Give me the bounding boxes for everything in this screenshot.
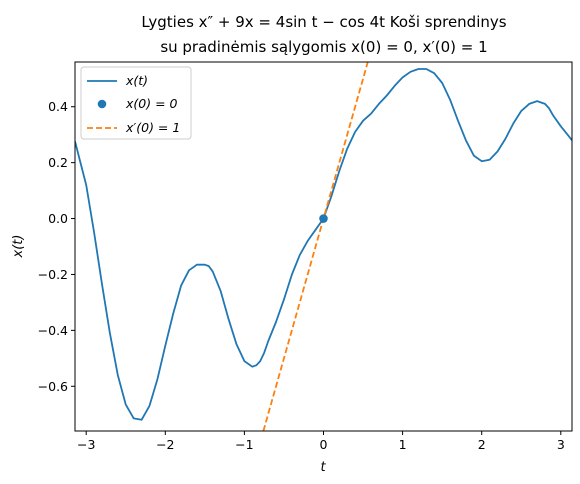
series-line-x-t <box>75 68 572 421</box>
y-tick-label: 0.2 <box>48 155 68 170</box>
y-tick-label: 0.4 <box>48 99 68 114</box>
x-tick-label: 2 <box>478 437 486 452</box>
series-tangent-line <box>262 62 369 431</box>
legend-label-xt: x(t) <box>125 73 148 88</box>
y-tick-label: −0.6 <box>38 379 68 394</box>
y-tick-label: −0.4 <box>38 323 68 338</box>
legend-label-dx0: x′(0) = 1 <box>125 120 180 135</box>
x-tick-label: 3 <box>557 437 565 452</box>
chart-title-line2: su pradinėmis sąlygomis x(0) = 0, x′(0) … <box>160 38 487 56</box>
y-tick-label: 0.0 <box>48 211 68 226</box>
y-axis-label: x(t) <box>11 235 26 259</box>
plot-frame <box>74 61 573 432</box>
y-tick-label: −0.2 <box>38 267 68 282</box>
legend-label-x0: x(0) = 0 <box>125 96 178 111</box>
x-tick-label: 1 <box>399 437 407 452</box>
legend-box <box>80 66 192 140</box>
x-axis-label: t <box>320 460 326 475</box>
x-tick-label: −3 <box>77 437 95 452</box>
legend: x(t) x(0) = 0 x′(0) = 1 <box>80 66 192 140</box>
x-tick-label: 0 <box>320 437 328 452</box>
x-tick-label: −1 <box>235 437 253 452</box>
series-point-initial <box>319 214 328 223</box>
legend-point-swatch <box>97 99 107 109</box>
chart-title-line1: Lygties x″ + 9x = 4sin t − cos 4t Koši s… <box>141 13 506 31</box>
x-tick-label: −2 <box>156 437 174 452</box>
